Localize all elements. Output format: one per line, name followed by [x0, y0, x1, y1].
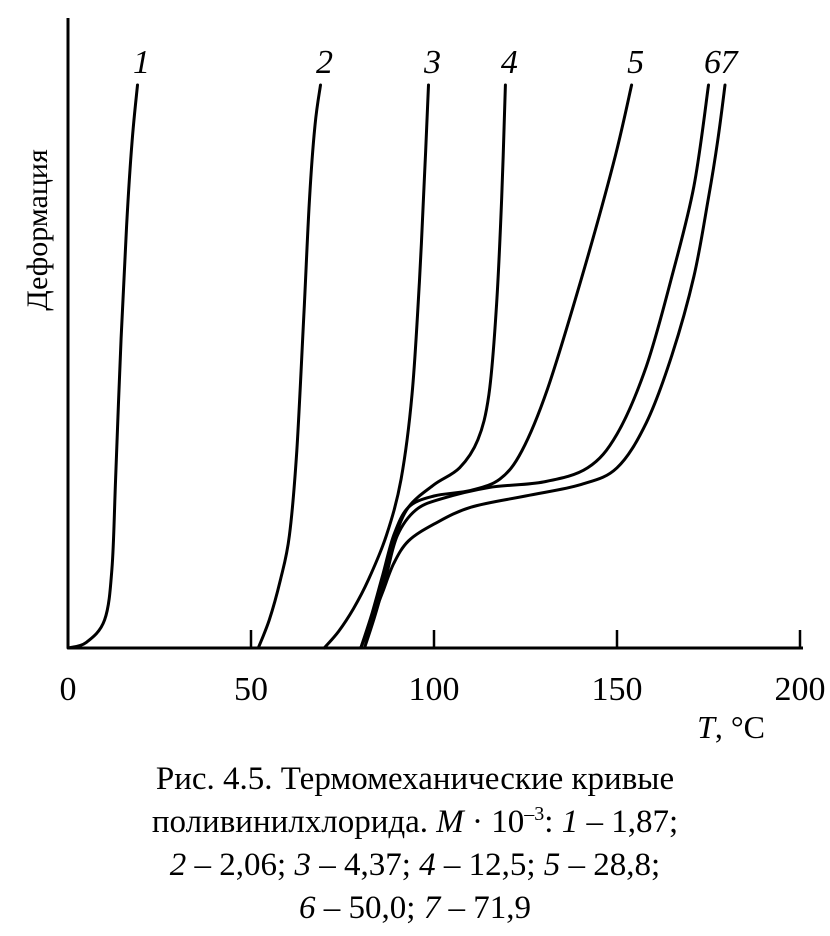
caption-text: · 10 — [463, 804, 525, 840]
x-tick-label: 200 — [775, 671, 826, 708]
curve-label-6: 6 — [704, 44, 721, 81]
x-axis-unit: , °C — [715, 709, 765, 745]
curve-5 — [359, 83, 634, 650]
curve-label-3: 3 — [423, 44, 441, 81]
curve-label-5: 5 — [627, 44, 644, 81]
caption-curve-index: 5 — [543, 847, 561, 883]
caption-curve-index: 2 — [169, 847, 187, 883]
curve-label-1: 1 — [133, 44, 150, 81]
caption-text: – 2,06; — [186, 847, 295, 883]
curve-label-2: 2 — [316, 44, 333, 81]
caption-text: – 71,9 — [440, 890, 531, 926]
caption-text: – 1,87; — [578, 804, 679, 840]
caption-line-1: Рис. 4.5. Термомеханические кривые — [155, 761, 675, 797]
x-ticks: 0 50 100 150 200 — [60, 630, 826, 708]
y-axis-title: Деформация — [21, 149, 54, 311]
curves — [66, 83, 727, 650]
caption-curve-index: 3 — [294, 847, 311, 883]
curve-7 — [359, 83, 727, 650]
caption-text: – 12,5; — [435, 847, 544, 883]
caption-curve-index: 6 — [299, 890, 316, 926]
caption-text: : — [544, 804, 562, 840]
figure-caption: Рис. 4.5. Термомеханические кривые полив… — [0, 758, 830, 930]
x-axis-symbol: T — [697, 709, 717, 745]
curve-2 — [256, 83, 322, 650]
curve-6 — [363, 83, 710, 650]
caption-text: поливинилхлорида. — [151, 804, 437, 840]
curve-1 — [66, 83, 139, 650]
caption-text: – 4,37; — [310, 847, 420, 883]
caption-curve-index: 4 — [419, 847, 436, 883]
caption-curve-index: 7 — [423, 890, 441, 926]
x-tick-label: 100 — [409, 671, 460, 708]
caption-exponent: –3 — [524, 803, 545, 825]
caption-line-3: 2 – 2,06; 3 – 4,37; 4 – 12,5; 5 – 28,8; — [0, 844, 830, 887]
caption-line-2: поливинилхлорида. M · 10–3: 1 – 1,87; — [0, 801, 830, 844]
caption-line-4: 6 – 50,0; 7 – 71,9 — [0, 887, 830, 930]
x-axis-title: T, °C — [697, 709, 765, 745]
curve-3 — [322, 83, 430, 650]
curve-label-7: 7 — [720, 44, 739, 81]
x-tick-label: 150 — [592, 671, 643, 708]
caption-curve-index: 1 — [561, 804, 579, 840]
caption-symbol-m: M — [436, 804, 464, 840]
curve-4 — [359, 83, 507, 650]
x-tick-label: 50 — [234, 671, 268, 708]
curve-label-4: 4 — [501, 44, 518, 81]
x-tick-label: 0 — [60, 671, 77, 708]
caption-text: – 50,0; — [315, 890, 424, 926]
caption-text: – 28,8; — [560, 847, 661, 883]
